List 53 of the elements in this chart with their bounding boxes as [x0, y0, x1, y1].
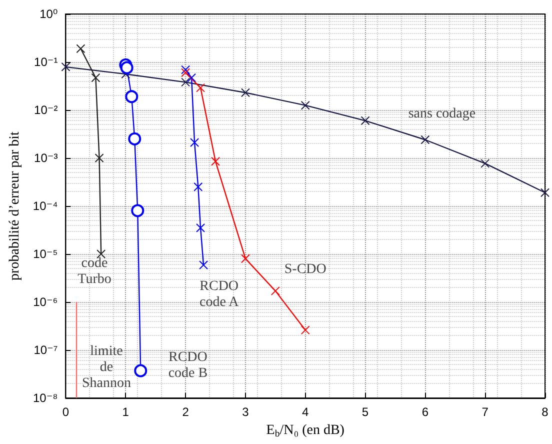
y-tick-label: 10⁻²	[34, 103, 58, 117]
point	[131, 204, 144, 218]
y-axis-title: probabilité d’erreur par bit	[8, 131, 22, 280]
x-tick-label: 4	[302, 405, 310, 419]
y-tick-label: 10⁰	[40, 7, 58, 21]
point	[125, 90, 138, 104]
y-tick-label: 10⁻⁷	[34, 343, 58, 357]
point	[190, 138, 200, 148]
x-tick-label: 8	[542, 405, 549, 419]
point	[76, 44, 86, 54]
y-tick-label: 10⁻⁶	[33, 295, 58, 309]
point	[420, 135, 430, 144]
point	[91, 73, 100, 82]
y-tick-label: 10⁻³	[34, 151, 58, 165]
point	[134, 364, 148, 378]
point	[187, 73, 196, 82]
point	[480, 158, 490, 168]
annotation: RCDO code B	[168, 350, 208, 381]
x-tick-label: 6	[422, 405, 429, 419]
y-tick-label: 10⁻⁸	[32, 391, 58, 405]
point	[196, 83, 206, 92]
point	[120, 61, 134, 74]
x-tick-label: 0	[62, 405, 70, 419]
point	[300, 100, 310, 110]
point	[181, 65, 190, 74]
point	[270, 286, 280, 296]
annotation: S-CDO	[284, 262, 326, 277]
point	[194, 182, 203, 192]
point	[128, 132, 142, 146]
annotation: code Turbo	[78, 256, 112, 287]
point	[240, 254, 250, 264]
annotation: sans codage	[408, 106, 476, 122]
point	[300, 326, 310, 335]
annotation: RCDO code A	[199, 278, 240, 310]
point	[360, 116, 370, 126]
point	[240, 88, 250, 98]
point	[181, 68, 190, 78]
x-tick-label: 1	[122, 405, 130, 419]
point	[181, 78, 190, 87]
point	[196, 223, 206, 232]
point	[199, 260, 208, 270]
x-tick-label: 3	[242, 405, 250, 419]
y-tick-label: 10⁻⁵	[33, 247, 58, 261]
y-tick-label: 10⁻⁴	[32, 199, 58, 213]
point	[211, 156, 220, 166]
point	[94, 154, 104, 162]
x-tick-label: 2	[182, 405, 190, 419]
point	[61, 62, 70, 72]
point	[540, 188, 550, 198]
x-tick-label: 7	[482, 405, 489, 419]
y-tick-label: 10⁻¹	[34, 55, 58, 69]
x-tick-label: 5	[362, 405, 369, 419]
annotation: limite de Shannon	[82, 344, 131, 391]
